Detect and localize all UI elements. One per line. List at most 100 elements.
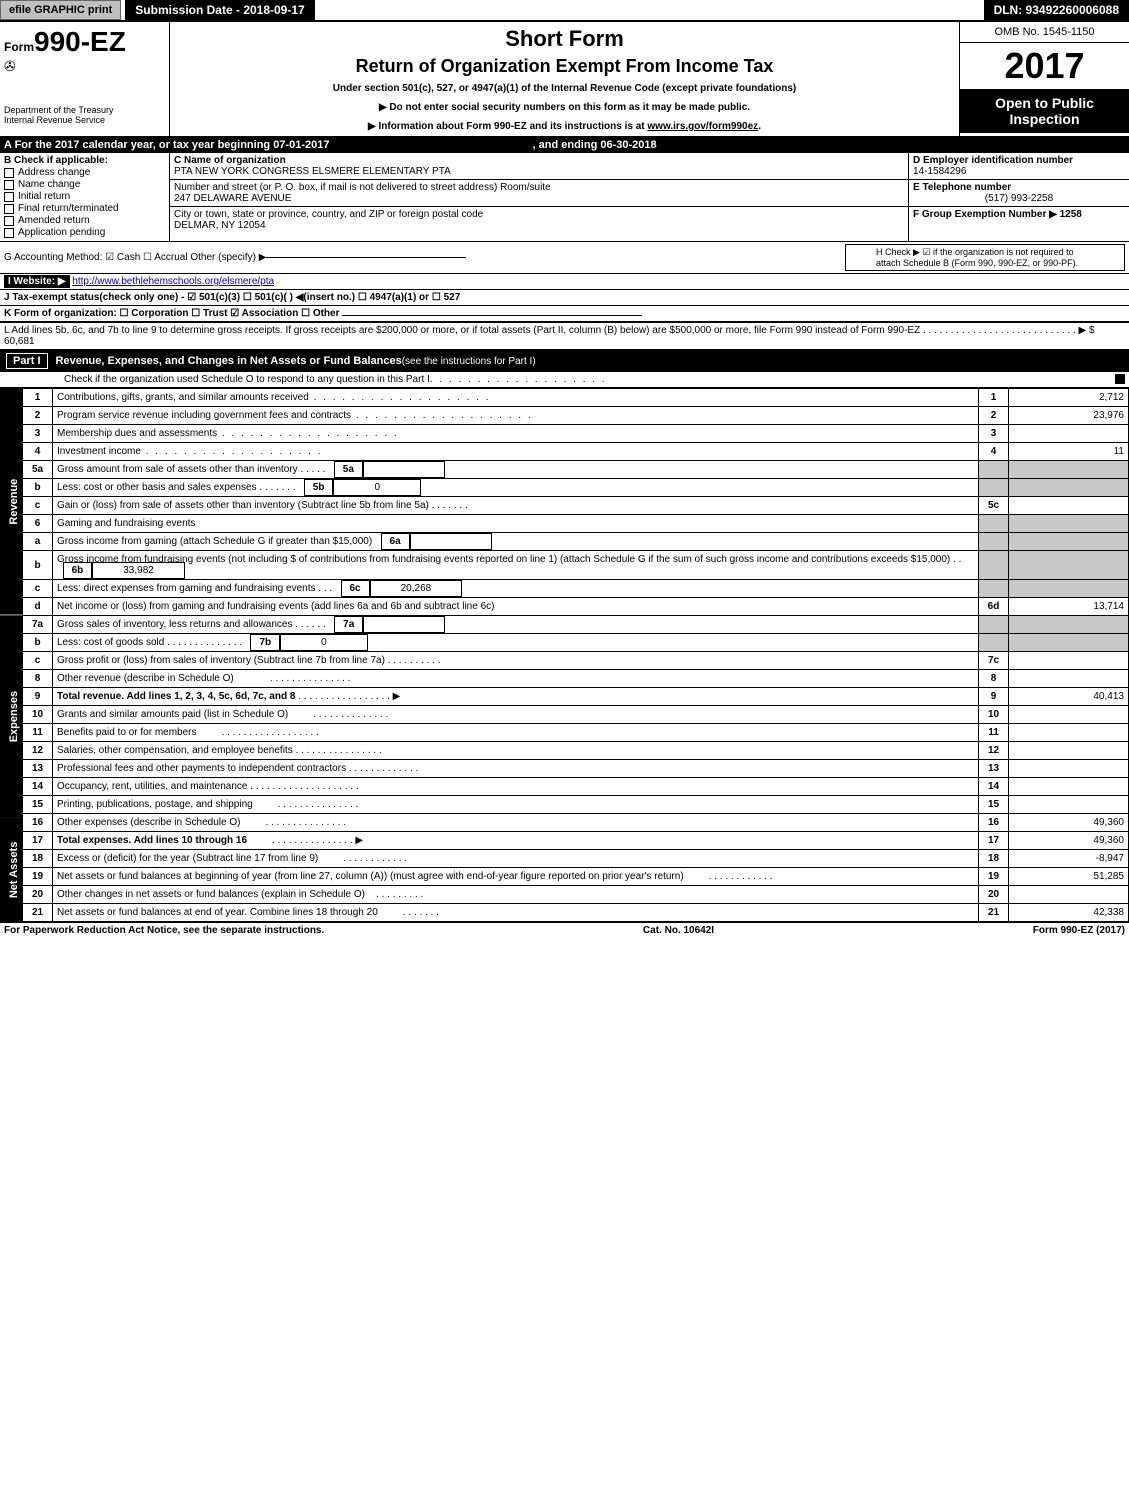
form-label-990ez: 990-EZ bbox=[34, 26, 126, 57]
efile-print-button[interactable]: efile GRAPHIC print bbox=[0, 0, 121, 20]
side-netassets: Net Assets bbox=[0, 817, 22, 922]
form-block: Form990-EZ ✇ Department of the Treasury … bbox=[0, 22, 170, 136]
chk-amended-return[interactable]: Amended return bbox=[4, 215, 165, 226]
check-o-text: Check if the organization used Schedule … bbox=[4, 374, 430, 385]
addr-cell: Number and street (or P. O. box, if mail… bbox=[170, 180, 908, 207]
col-def: D Employer identification number 14-1584… bbox=[909, 153, 1129, 241]
irs-form-link[interactable]: www.irs.gov/form990ez bbox=[647, 121, 758, 132]
section-a-text: A For the 2017 calendar year, or tax yea… bbox=[4, 139, 329, 151]
line-20: 20Other changes in net assets or fund ba… bbox=[23, 886, 1129, 904]
subtitle: Under section 501(c), 527, or 4947(a)(1)… bbox=[174, 83, 955, 94]
line-10: 10Grants and similar amounts paid (list … bbox=[23, 706, 1129, 724]
row-j: J Tax-exempt status(check only one) - ☑ … bbox=[0, 290, 1129, 306]
line-17: 17Total expenses. Add lines 10 through 1… bbox=[23, 832, 1129, 850]
line-6: 6Gaming and fundraising events bbox=[23, 515, 1129, 533]
col-b-title: B Check if applicable: bbox=[4, 155, 165, 166]
website-label: I Website: ▶ bbox=[4, 275, 70, 288]
line-15: 15Printing, publications, postage, and s… bbox=[23, 796, 1129, 814]
line-14: 14Occupancy, rent, utilities, and mainte… bbox=[23, 778, 1129, 796]
title-center: Short Form Return of Organization Exempt… bbox=[170, 22, 959, 136]
phone-cell: E Telephone number (517) 993-2258 bbox=[909, 180, 1129, 207]
side-expenses: Expenses bbox=[0, 615, 22, 817]
row-i: I Website: ▶ http://www.bethlehemschools… bbox=[0, 274, 1129, 290]
line-13: 13Professional fees and other payments t… bbox=[23, 760, 1129, 778]
phone-value: (517) 993-2258 bbox=[913, 193, 1125, 204]
row-g: G Accounting Method: ☑ Cash ☐ Accrual Ot… bbox=[0, 242, 1129, 274]
org-city: DELMAR, NY 12054 bbox=[174, 220, 266, 231]
dept-treasury: Department of the Treasury Internal Reve… bbox=[4, 105, 165, 125]
accounting-method: G Accounting Method: ☑ Cash ☐ Accrual Ot… bbox=[4, 252, 266, 263]
form-of-org: K Form of organization: ☐ Corporation ☐ … bbox=[4, 308, 340, 319]
line-6c: cLess: direct expenses from gaming and f… bbox=[23, 580, 1129, 598]
col-b: B Check if applicable: Address change Na… bbox=[0, 153, 170, 241]
header-bar: efile GRAPHIC print Submission Date - 20… bbox=[0, 0, 1129, 22]
submission-date: Submission Date - 2018-09-17 bbox=[125, 0, 314, 20]
short-form-heading: Short Form bbox=[174, 26, 955, 52]
lines-table: 1Contributions, gifts, grants, and simil… bbox=[22, 388, 1129, 922]
chk-final-return[interactable]: Final return/terminated bbox=[4, 203, 165, 214]
gross-receipts: 60,681 bbox=[4, 336, 35, 347]
line-6a: aGross income from gaming (attach Schedu… bbox=[23, 533, 1129, 551]
chk-application-pending[interactable]: Application pending bbox=[4, 227, 165, 238]
footer-right: Form 990-EZ (2017) bbox=[1033, 925, 1125, 936]
col-c: C Name of organization PTA NEW YORK CONG… bbox=[170, 153, 909, 241]
row-l: L Add lines 5b, 6c, and 7b to line 9 to … bbox=[0, 323, 1129, 350]
line-5c: cGain or (loss) from sale of assets othe… bbox=[23, 497, 1129, 515]
row-l-text: L Add lines 5b, 6c, and 7b to line 9 to … bbox=[4, 325, 1095, 336]
section-a-ending: , and ending 06-30-2018 bbox=[533, 139, 657, 151]
chk-initial-return[interactable]: Initial return bbox=[4, 191, 165, 202]
group-exemption: F Group Exemption Number ▶ 1258 bbox=[909, 207, 1129, 222]
main-title: Return of Organization Exempt From Incom… bbox=[174, 56, 955, 77]
ein-value: 14-1584296 bbox=[913, 166, 966, 177]
info-grid: B Check if applicable: Address change Na… bbox=[0, 153, 1129, 242]
irs-eagle-icon: ✇ bbox=[4, 58, 165, 75]
line-6d: dNet income or (loss) from gaming and fu… bbox=[23, 598, 1129, 616]
website-link[interactable]: http://www.bethlehemschools.org/elsmere/… bbox=[72, 276, 274, 287]
h-check-schedule-b: H Check ▶ ☑ if the organization is not r… bbox=[845, 244, 1125, 271]
line-16: 16Other expenses (describe in Schedule O… bbox=[23, 814, 1129, 832]
line-11: 11Benefits paid to or for members . . . … bbox=[23, 724, 1129, 742]
side-revenue: Revenue bbox=[0, 388, 22, 615]
part-1-number: Part I bbox=[6, 353, 48, 369]
part-1-header: Part I Revenue, Expenses, and Changes in… bbox=[0, 350, 1129, 372]
line-7c: cGross profit or (loss) from sales of in… bbox=[23, 652, 1129, 670]
line-12: 12Salaries, other compensation, and empl… bbox=[23, 742, 1129, 760]
org-name-cell: C Name of organization PTA NEW YORK CONG… bbox=[170, 153, 908, 180]
footer-left: For Paperwork Reduction Act Notice, see … bbox=[4, 925, 324, 936]
form-number: Form990-EZ bbox=[4, 26, 165, 58]
dln: DLN: 93492260006088 bbox=[984, 0, 1129, 20]
ein-cell: D Employer identification number 14-1584… bbox=[909, 153, 1129, 180]
line-5b: bLess: cost or other basis and sales exp… bbox=[23, 479, 1129, 497]
check-o-box[interactable] bbox=[1115, 374, 1125, 384]
line-21: 21Net assets or fund balances at end of … bbox=[23, 904, 1129, 922]
arrow2-text: ▶ Information about Form 990-EZ and its … bbox=[368, 121, 647, 132]
line-5a: 5aGross amount from sale of assets other… bbox=[23, 461, 1129, 479]
city-cell: City or town, state or province, country… bbox=[170, 207, 908, 233]
tax-year: 2017 bbox=[960, 43, 1129, 89]
arrow-note-2: ▶ Information about Form 990-EZ and its … bbox=[174, 121, 955, 132]
open-to-public: Open to Public Inspection bbox=[960, 89, 1129, 133]
line-2: 2Program service revenue including gover… bbox=[23, 407, 1129, 425]
check-schedule-o: Check if the organization used Schedule … bbox=[0, 372, 1129, 388]
row-k: K Form of organization: ☐ Corporation ☐ … bbox=[0, 306, 1129, 323]
chk-address-change[interactable]: Address change bbox=[4, 167, 165, 178]
line-19: 19Net assets or fund balances at beginni… bbox=[23, 868, 1129, 886]
omb-number: OMB No. 1545-1150 bbox=[960, 22, 1129, 43]
line-9: 9Total revenue. Add lines 1, 2, 3, 4, 5c… bbox=[23, 688, 1129, 706]
section-a-bar: A For the 2017 calendar year, or tax yea… bbox=[0, 137, 1129, 153]
title-row: Form990-EZ ✇ Department of the Treasury … bbox=[0, 22, 1129, 137]
tax-exempt-status: J Tax-exempt status(check only one) - ☑ … bbox=[4, 292, 460, 303]
part-1-title: Revenue, Expenses, and Changes in Net As… bbox=[56, 355, 402, 367]
line-7b: bLess: cost of goods sold . . . . . . . … bbox=[23, 634, 1129, 652]
chk-name-change[interactable]: Name change bbox=[4, 179, 165, 190]
part-1-sub: (see the instructions for Part I) bbox=[402, 356, 536, 367]
footer: For Paperwork Reduction Act Notice, see … bbox=[0, 922, 1129, 938]
line-1: 1Contributions, gifts, grants, and simil… bbox=[23, 389, 1129, 407]
line-6b: bGross income from fundraising events (n… bbox=[23, 551, 1129, 580]
line-3: 3Membership dues and assessments3 bbox=[23, 425, 1129, 443]
line-4: 4Investment income411 bbox=[23, 443, 1129, 461]
org-name: PTA NEW YORK CONGRESS ELSMERE ELEMENTARY… bbox=[174, 166, 451, 177]
line-7a: 7aGross sales of inventory, less returns… bbox=[23, 616, 1129, 634]
right-block: OMB No. 1545-1150 2017 Open to Public In… bbox=[959, 22, 1129, 136]
line-8: 8Other revenue (describe in Schedule O) … bbox=[23, 670, 1129, 688]
